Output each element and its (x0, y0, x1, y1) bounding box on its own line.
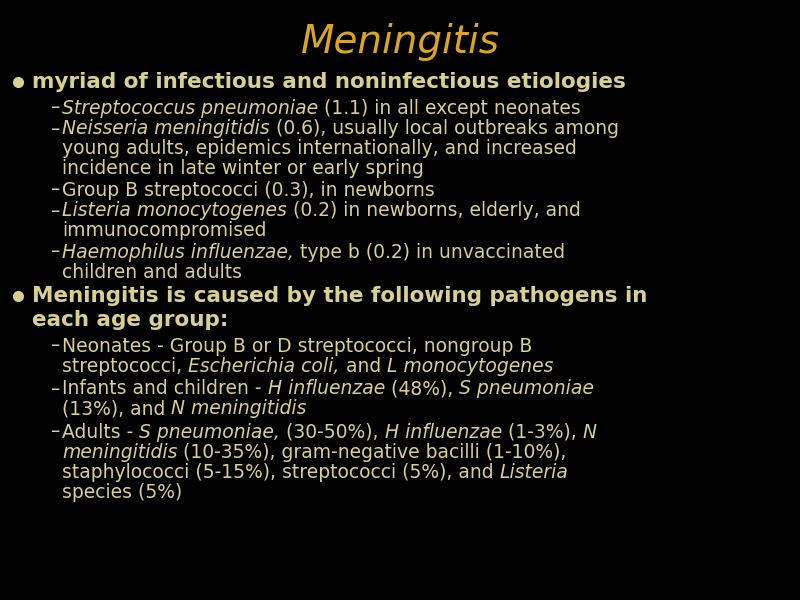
Text: N meningitidis: N meningitidis (171, 400, 306, 419)
Text: S pneumoniae,: S pneumoniae, (139, 422, 280, 442)
Text: Listeria: Listeria (500, 463, 569, 481)
Text: type b (0.2) in unvaccinated: type b (0.2) in unvaccinated (294, 242, 565, 262)
Text: Listeria monocytogenes: Listeria monocytogenes (62, 202, 286, 220)
Text: (13%), and: (13%), and (62, 400, 171, 419)
Text: (48%),: (48%), (385, 379, 459, 398)
Text: Haemophilus influenzae,: Haemophilus influenzae, (62, 242, 294, 262)
Text: species (5%): species (5%) (62, 482, 182, 502)
Text: meningitidis: meningitidis (62, 443, 178, 461)
Text: (1-3%),: (1-3%), (502, 422, 582, 442)
Text: H influenzae: H influenzae (267, 379, 385, 398)
Text: (0.2) in newborns, elderly, and: (0.2) in newborns, elderly, and (286, 202, 581, 220)
Text: –: – (50, 337, 59, 355)
Text: and: and (339, 356, 386, 376)
Text: (1.1) in all except neonates: (1.1) in all except neonates (318, 98, 581, 118)
Text: S pneumoniae: S pneumoniae (459, 379, 594, 398)
Text: (10-35%), gram-negative bacilli (1-10%),: (10-35%), gram-negative bacilli (1-10%), (178, 443, 566, 461)
Text: Infants and children -: Infants and children - (62, 379, 267, 398)
Text: (0.6), usually local outbreaks among: (0.6), usually local outbreaks among (270, 119, 618, 139)
Text: Neonates - Group B or D streptococci, nongroup B: Neonates - Group B or D streptococci, no… (62, 337, 532, 355)
Text: Neisseria meningitidis: Neisseria meningitidis (62, 119, 270, 139)
Text: (30-50%),: (30-50%), (280, 422, 385, 442)
Text: incidence in late winter or early spring: incidence in late winter or early spring (62, 160, 424, 179)
Text: L monocytogenes: L monocytogenes (386, 356, 553, 376)
Text: streptococci,: streptococci, (62, 356, 188, 376)
Text: young adults, epidemics internationally, and increased: young adults, epidemics internationally,… (62, 139, 577, 158)
Text: Meningitis: Meningitis (301, 23, 499, 61)
Text: –: – (50, 119, 59, 139)
Text: Group B streptococci (0.3), in newborns: Group B streptococci (0.3), in newborns (62, 181, 434, 199)
Text: –: – (50, 202, 59, 220)
Text: –: – (50, 181, 59, 199)
Text: staphylococci (5-15%), streptococci (5%), and: staphylococci (5-15%), streptococci (5%)… (62, 463, 500, 481)
Text: –: – (50, 98, 59, 118)
Text: myriad of infectious and noninfectious etiologies: myriad of infectious and noninfectious e… (32, 72, 626, 92)
Text: –: – (50, 242, 59, 262)
Text: Streptococcus pneumoniae: Streptococcus pneumoniae (62, 98, 318, 118)
Text: children and adults: children and adults (62, 263, 242, 281)
Text: immunocompromised: immunocompromised (62, 221, 266, 241)
Text: N: N (582, 422, 597, 442)
Text: –: – (50, 422, 59, 442)
Text: Adults -: Adults - (62, 422, 139, 442)
Text: –: – (50, 379, 59, 398)
Text: Escherichia coli,: Escherichia coli, (188, 356, 339, 376)
Text: H influenzae: H influenzae (385, 422, 502, 442)
Text: Meningitis is caused by the following pathogens in: Meningitis is caused by the following pa… (32, 286, 647, 306)
Text: each age group:: each age group: (32, 310, 228, 330)
